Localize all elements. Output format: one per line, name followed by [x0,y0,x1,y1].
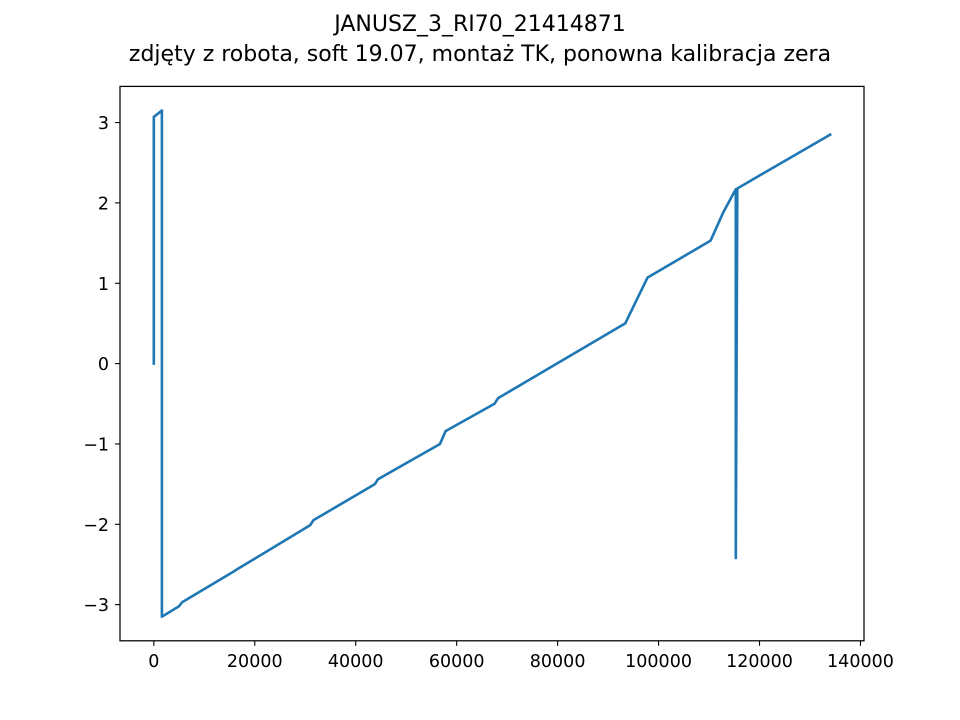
y-tick-label: −1 [83,435,109,455]
x-tick-label: 20000 [227,652,283,672]
y-tick-label: 0 [98,355,109,375]
x-tick-label: 100000 [625,652,692,672]
plot-layer [152,109,832,619]
y-tick-label: −3 [83,596,109,616]
x-tick-label: 40000 [328,652,384,672]
series-line-0 [152,109,832,619]
chart-subtitle: zdjęty z robota, soft 19.07, montaż TK, … [129,42,831,67]
x-tick-label: 80000 [530,652,586,672]
x-tick-label: 140000 [827,652,894,672]
y-tick-label: 2 [98,194,109,214]
axes-frame [119,85,865,642]
y-tick-label: 3 [98,114,109,134]
x-tick-label: 120000 [726,652,793,672]
chart-title: JANUSZ_3_RI70_21414871 [332,12,626,37]
x-tick-label: 0 [148,652,159,672]
ticks-layer: 0 20000 40000 60000 80000 100000 120000 140000 −… [83,114,894,672]
x-tick-label: 60000 [429,652,485,672]
y-tick-label: −2 [83,516,109,536]
y-tick-label: 1 [98,275,109,295]
